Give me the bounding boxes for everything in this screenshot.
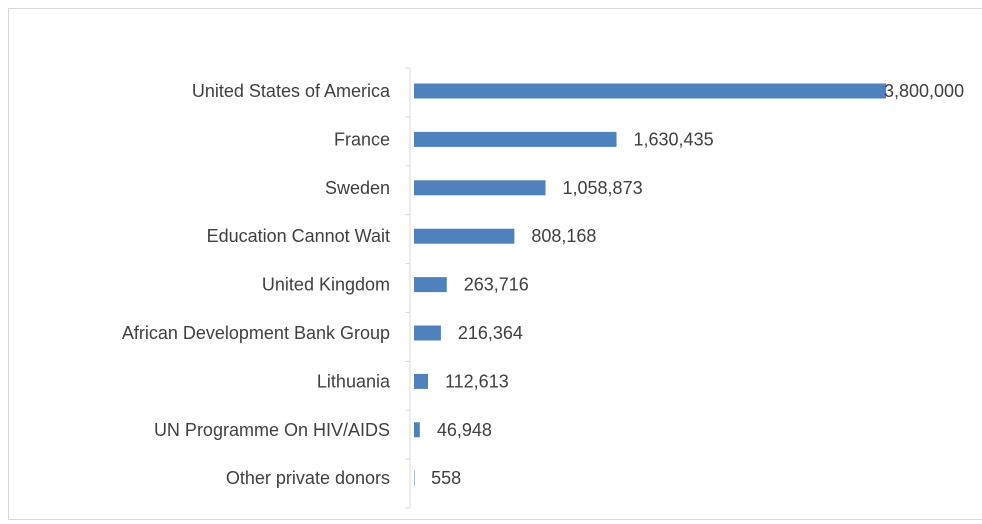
bar (414, 180, 546, 196)
bar (414, 325, 441, 341)
data-label: 46,948 (437, 420, 492, 440)
bar (414, 277, 447, 293)
axis-layer (405, 67, 411, 509)
category-label: Sweden (325, 178, 390, 198)
bar (414, 228, 515, 244)
bar (414, 470, 415, 486)
bar (414, 422, 420, 438)
bars-layer (414, 83, 886, 486)
data-label: 558 (431, 468, 461, 488)
category-label: Education Cannot Wait (207, 226, 390, 246)
category-label: France (334, 129, 390, 149)
category-label: Lithuania (317, 371, 391, 391)
category-label: United States of America (192, 81, 391, 101)
category-label: African Development Bank Group (122, 323, 390, 343)
bar (414, 131, 617, 147)
data-label: 112,613 (445, 371, 509, 391)
category-label: UN Programme On HIV/AIDS (154, 420, 390, 440)
bar (414, 373, 428, 389)
data-label: 1,058,873 (563, 178, 643, 198)
data-label: 263,716 (464, 275, 529, 295)
data-label: 808,168 (531, 226, 596, 246)
data-label: 3,800,000 (884, 81, 964, 101)
data-label: 216,364 (458, 323, 523, 343)
category-label: United Kingdom (262, 275, 390, 295)
bar (414, 83, 886, 99)
data-label: 1,630,435 (634, 129, 714, 149)
labels-layer: United States of America 3,800,000 France 1… (122, 81, 964, 488)
category-label: Other private donors (226, 468, 390, 488)
